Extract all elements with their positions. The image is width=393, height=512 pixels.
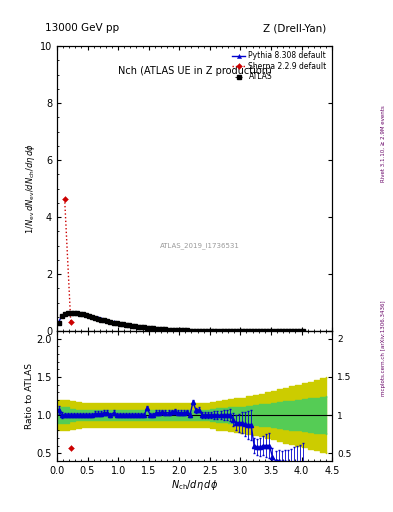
Text: mcplots.cern.ch [arXiv:1306.3436]: mcplots.cern.ch [arXiv:1306.3436] [381,301,386,396]
Pythia 8.308 default [261,328,266,334]
Line: Pythia 8.308 default: Pythia 8.308 default [57,311,305,333]
Pythia 8.308 default [301,328,305,334]
Text: Rivet 3.1.10, ≥ 2.9M events: Rivet 3.1.10, ≥ 2.9M events [381,105,386,182]
Pythia 8.308 default [212,328,217,334]
Pythia 8.308 default [68,310,73,316]
Pythia 8.308 default [56,319,61,326]
Sherpa 2.2.9 default [68,319,73,325]
Legend: Pythia 8.308 default, Sherpa 2.2.9 default, ATLAS: Pythia 8.308 default, Sherpa 2.2.9 defau… [229,48,330,84]
Text: ATLAS_2019_I1736531: ATLAS_2019_I1736531 [160,242,240,249]
Line: Sherpa 2.2.9 default: Sherpa 2.2.9 default [62,197,73,324]
Pythia 8.308 default [240,328,244,334]
Text: Z (Drell-Yan): Z (Drell-Yan) [263,23,326,33]
X-axis label: $N_{\rm ch}/d\eta\,d\phi$: $N_{\rm ch}/d\eta\,d\phi$ [171,478,218,493]
Pythia 8.308 default [242,328,247,334]
Text: Nch (ATLAS UE in Z production): Nch (ATLAS UE in Z production) [118,66,272,76]
Sherpa 2.2.9 default [62,196,67,202]
Pythia 8.308 default [282,328,287,334]
Text: 13000 GeV pp: 13000 GeV pp [46,23,119,33]
Y-axis label: $1/N_{\rm ev}\,dN_{\rm ev}/dN_{\rm ch}/d\eta\,d\phi$: $1/N_{\rm ev}\,dN_{\rm ev}/dN_{\rm ch}/d… [24,143,37,234]
Pythia 8.308 default [273,328,278,334]
Y-axis label: Ratio to ATLAS: Ratio to ATLAS [25,363,34,429]
Pythia 8.308 default [194,328,198,334]
